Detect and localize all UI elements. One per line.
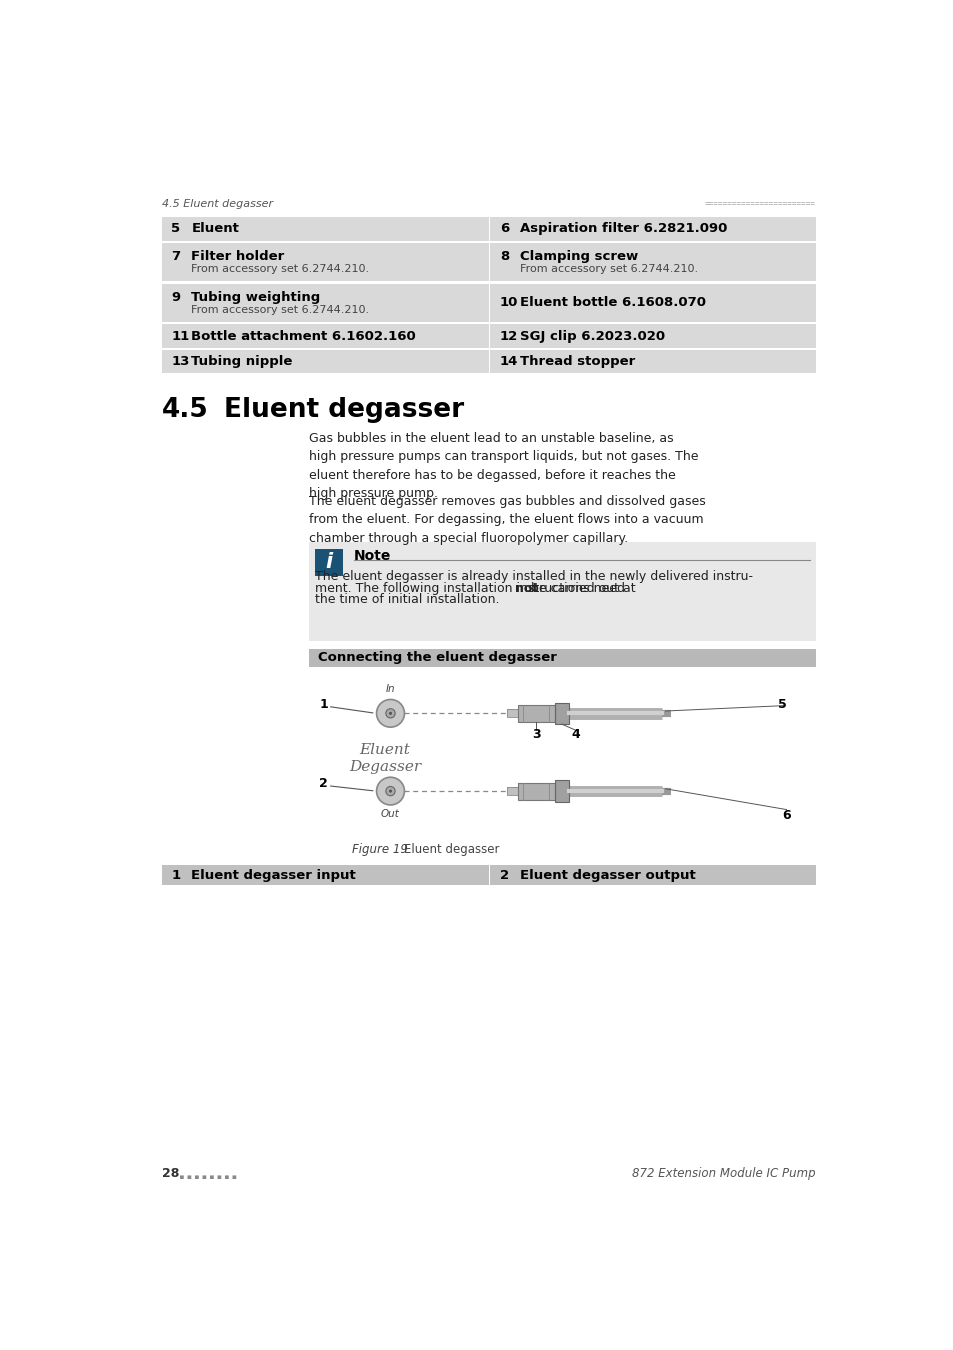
Circle shape bbox=[385, 787, 395, 795]
Text: 4: 4 bbox=[571, 729, 579, 741]
Text: be carried out at: be carried out at bbox=[527, 582, 636, 594]
Bar bbox=[490, 217, 815, 240]
Text: Filter holder: Filter holder bbox=[192, 250, 284, 263]
Bar bbox=[555, 702, 568, 724]
Bar bbox=[309, 648, 815, 667]
Text: 4.5 Eluent degasser: 4.5 Eluent degasser bbox=[162, 198, 273, 209]
Text: 9: 9 bbox=[171, 292, 180, 304]
Text: 6: 6 bbox=[781, 809, 790, 822]
Text: Eluent
Degasser: Eluent Degasser bbox=[349, 743, 420, 774]
Text: the time of initial installation.: the time of initial installation. bbox=[315, 593, 499, 606]
Text: Tubing weighting: Tubing weighting bbox=[192, 292, 320, 304]
Text: 1: 1 bbox=[171, 868, 180, 882]
Text: Eluent degasser input: Eluent degasser input bbox=[192, 868, 355, 882]
Text: From accessory set 6.2744.210.: From accessory set 6.2744.210. bbox=[192, 265, 369, 274]
Text: Out: Out bbox=[380, 809, 399, 819]
Text: Eluent bottle 6.1608.070: Eluent bottle 6.1608.070 bbox=[519, 297, 705, 309]
Bar bbox=[555, 780, 568, 802]
Text: 4.5: 4.5 bbox=[162, 397, 209, 423]
Text: 10: 10 bbox=[499, 297, 517, 309]
Text: Bottle attachment 6.1602.160: Bottle attachment 6.1602.160 bbox=[192, 329, 416, 343]
Text: Eluent degasser: Eluent degasser bbox=[224, 397, 463, 423]
Text: Gas bubbles in the eluent lead to an unstable baseline, as
high pressure pumps c: Gas bubbles in the eluent lead to an uns… bbox=[309, 432, 698, 500]
Bar bbox=[162, 284, 488, 323]
Bar bbox=[315, 548, 343, 576]
Text: 8: 8 bbox=[499, 250, 509, 263]
Text: 5: 5 bbox=[777, 698, 785, 710]
Bar bbox=[517, 705, 555, 722]
Bar bbox=[490, 350, 815, 373]
Circle shape bbox=[376, 778, 404, 805]
Text: Connecting the eluent degasser: Connecting the eluent degasser bbox=[318, 652, 557, 664]
Bar bbox=[517, 783, 555, 799]
Text: not: not bbox=[515, 582, 537, 594]
Text: Note: Note bbox=[354, 549, 391, 563]
Bar bbox=[162, 350, 488, 373]
Bar bbox=[490, 324, 815, 347]
Text: Thread stopper: Thread stopper bbox=[519, 355, 635, 369]
Text: SGJ clip 6.2023.020: SGJ clip 6.2023.020 bbox=[519, 329, 664, 343]
Bar bbox=[162, 324, 488, 347]
Text: 2: 2 bbox=[499, 868, 508, 882]
Circle shape bbox=[389, 790, 392, 792]
Text: 14: 14 bbox=[499, 355, 517, 369]
Circle shape bbox=[376, 699, 404, 728]
Text: From accessory set 6.2744.210.: From accessory set 6.2744.210. bbox=[192, 305, 369, 315]
Bar bbox=[506, 710, 517, 717]
Text: The eluent degasser removes gas bubbles and dissolved gases
from the eluent. For: The eluent degasser removes gas bubbles … bbox=[309, 494, 705, 544]
Text: From accessory set 6.2744.210.: From accessory set 6.2744.210. bbox=[519, 265, 698, 274]
Text: Eluent: Eluent bbox=[192, 223, 239, 235]
Text: 13: 13 bbox=[171, 355, 190, 369]
Text: Figure 19: Figure 19 bbox=[352, 844, 407, 856]
Bar bbox=[162, 217, 488, 240]
Text: Aspiration filter 6.2821.090: Aspiration filter 6.2821.090 bbox=[519, 223, 726, 235]
Text: 872 Extension Module IC Pump: 872 Extension Module IC Pump bbox=[632, 1166, 815, 1180]
Bar bbox=[517, 783, 555, 799]
Circle shape bbox=[389, 711, 392, 716]
Bar bbox=[309, 674, 815, 838]
Text: Clamping screw: Clamping screw bbox=[519, 250, 638, 263]
Bar bbox=[162, 243, 488, 281]
Text: ■ ■ ■ ■ ■ ■ ■ ■: ■ ■ ■ ■ ■ ■ ■ ■ bbox=[179, 1174, 235, 1180]
Text: 3: 3 bbox=[532, 729, 540, 741]
Text: ========================: ======================== bbox=[704, 198, 815, 208]
Text: i: i bbox=[325, 552, 333, 572]
Text: 11: 11 bbox=[171, 329, 190, 343]
Text: 28: 28 bbox=[162, 1166, 179, 1180]
Bar bbox=[517, 705, 555, 722]
Circle shape bbox=[385, 709, 395, 718]
Text: ment. The following installation instructions need: ment. The following installation instruc… bbox=[315, 582, 629, 594]
Text: Tubing nipple: Tubing nipple bbox=[192, 355, 293, 369]
Text: 12: 12 bbox=[499, 329, 517, 343]
Bar bbox=[162, 865, 488, 886]
Bar bbox=[555, 702, 568, 724]
Text: 7: 7 bbox=[171, 250, 180, 263]
Bar bbox=[490, 243, 815, 281]
Text: 1: 1 bbox=[319, 698, 328, 710]
Text: 6: 6 bbox=[499, 223, 509, 235]
Bar bbox=[309, 543, 815, 641]
Text: Eluent degasser output: Eluent degasser output bbox=[519, 868, 695, 882]
Text: 5: 5 bbox=[171, 223, 180, 235]
Bar bbox=[555, 780, 568, 802]
Bar bbox=[490, 865, 815, 886]
Text: 2: 2 bbox=[319, 776, 328, 790]
Text: The eluent degasser is already installed in the newly delivered instru-: The eluent degasser is already installed… bbox=[315, 570, 753, 583]
Bar bbox=[490, 284, 815, 323]
Bar bbox=[506, 710, 517, 717]
Bar bbox=[506, 787, 517, 795]
Text: Eluent degasser: Eluent degasser bbox=[389, 844, 499, 856]
Text: In: In bbox=[385, 684, 395, 694]
Bar bbox=[506, 787, 517, 795]
